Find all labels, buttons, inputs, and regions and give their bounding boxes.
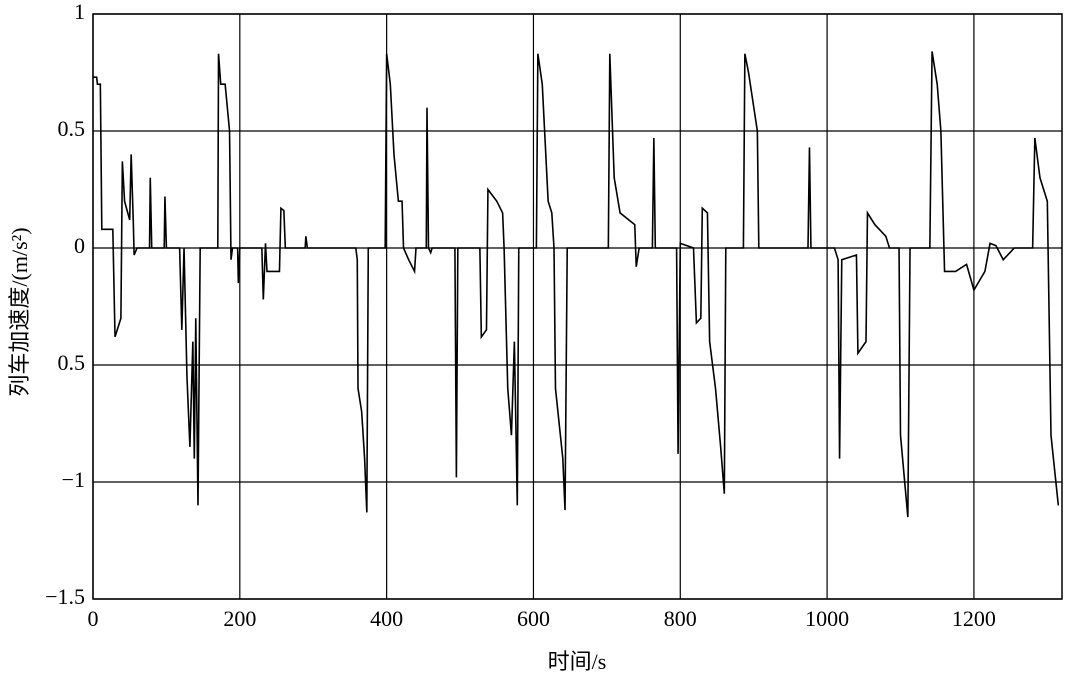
x-tick-label: 400 xyxy=(370,606,403,631)
x-tick-label: 1200 xyxy=(952,606,996,631)
plot-frame xyxy=(92,13,1063,600)
y-axis-label: 列车加速度/(m/s²) xyxy=(7,227,32,396)
y-tick-label: −1 xyxy=(62,467,85,492)
x-tick-label: 200 xyxy=(223,606,256,631)
x-axis-label: 时间/s xyxy=(548,649,607,674)
x-tick-label: 800 xyxy=(664,606,697,631)
y-tick-label: 0.5 xyxy=(58,116,86,141)
y-tick-label: 0 xyxy=(74,233,85,258)
data-line xyxy=(93,51,1060,518)
x-tick-label: 600 xyxy=(517,606,550,631)
x-tick-label: 0 xyxy=(88,606,99,631)
y-tick-label: −1.5 xyxy=(45,584,85,609)
y-tick-label: 0.5 xyxy=(58,350,86,375)
x-tick-label: 1000 xyxy=(805,606,849,631)
y-tick-label: 1 xyxy=(74,0,85,24)
